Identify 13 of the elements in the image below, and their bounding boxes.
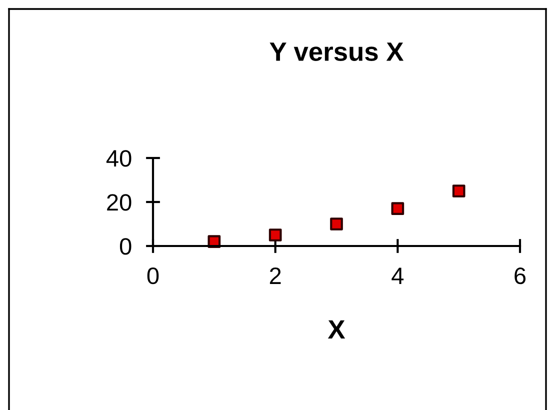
x-tick-label: 4	[392, 268, 404, 284]
y-tick-label: 40	[106, 150, 132, 167]
x-tick-label: 0	[147, 267, 159, 284]
y-tick-label: 20	[107, 194, 132, 211]
chart-title: Y versus X	[270, 42, 404, 62]
x-axis-title: X	[328, 320, 346, 339]
point	[268, 228, 282, 242]
x-tick-label: 6	[514, 267, 526, 284]
point	[391, 202, 404, 216]
point	[452, 184, 466, 198]
point	[330, 218, 343, 230]
y-tick-label: 0	[120, 238, 132, 255]
x-tick-label: 2	[270, 267, 281, 284]
